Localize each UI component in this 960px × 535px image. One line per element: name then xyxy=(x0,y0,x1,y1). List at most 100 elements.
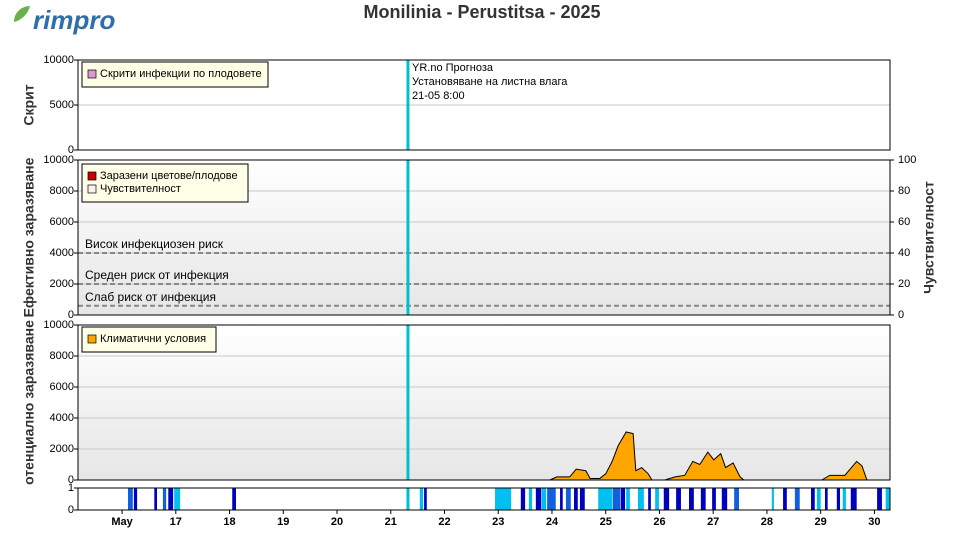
y2-tick-label: 40 xyxy=(898,247,910,259)
wetness-bar xyxy=(133,488,138,510)
legend-swatch xyxy=(87,171,97,181)
plot-border xyxy=(77,159,891,316)
x-tick-label: 19 xyxy=(277,516,289,528)
forecast-annotation: Установяване на листна влага xyxy=(412,76,568,88)
x-tick-label: May xyxy=(111,516,133,528)
legend-box xyxy=(81,61,269,88)
wetness-bar xyxy=(168,488,174,510)
x-tick-label: 26 xyxy=(653,516,665,528)
x-tick-label: 23 xyxy=(492,516,504,528)
y-tick-label: 4000 xyxy=(50,247,74,259)
wetness-bar xyxy=(824,488,828,510)
wetness-bar xyxy=(850,488,857,510)
area-fill xyxy=(549,431,867,480)
wetness-bar xyxy=(574,488,578,510)
wetness-bar xyxy=(612,488,621,510)
threshold-label: Слаб риск от инфекция xyxy=(85,290,216,304)
plot-border xyxy=(77,487,891,511)
forecast-annotation: YR.no Прогноза xyxy=(412,62,494,74)
wetness-bar xyxy=(836,488,841,510)
wetness-bar xyxy=(541,488,547,510)
wetness-bar xyxy=(547,488,556,510)
x-tick-label: 21 xyxy=(385,516,397,528)
wetness-bar xyxy=(520,488,526,510)
threshold-label: Среден риск от инфекция xyxy=(85,268,229,282)
legend-swatch xyxy=(87,334,97,344)
wetness-bar xyxy=(676,488,681,510)
logo: rimpro xyxy=(33,5,115,35)
forecast-annotation: 21-05 8:00 xyxy=(412,90,465,102)
y-tick-label: 0 xyxy=(68,474,74,486)
wetness-bar xyxy=(877,488,882,510)
y-tick-label: 0 xyxy=(68,144,74,156)
y-tick-label: 8000 xyxy=(50,350,74,362)
y-tick-label: 5000 xyxy=(50,99,74,111)
y-tick-label: 8000 xyxy=(50,185,74,197)
legend-label: Скрити инфекции по плодовете xyxy=(100,68,262,80)
x-tick-label: 17 xyxy=(170,516,182,528)
wetness-bar xyxy=(734,488,739,510)
wetness-bar xyxy=(655,488,659,510)
wetness-bar xyxy=(419,488,424,510)
y2-tick-label: 60 xyxy=(898,216,910,228)
x-tick-label: 22 xyxy=(438,516,450,528)
wetness-bar xyxy=(528,488,533,510)
y2-tick-label: 100 xyxy=(898,154,916,166)
y-tick-label: 0 xyxy=(68,309,74,321)
logo-leaf xyxy=(14,6,30,22)
y-tick-label: 0 xyxy=(68,504,74,516)
wetness-bar xyxy=(127,488,133,510)
y-tick-label: 6000 xyxy=(50,381,74,393)
wetness-bar xyxy=(598,488,613,510)
wetness-bar xyxy=(648,488,651,510)
wetness-bar xyxy=(663,488,670,510)
wetness-bar xyxy=(535,488,542,510)
y-tick-label: 10000 xyxy=(43,319,74,331)
wetness-bar xyxy=(174,488,181,510)
x-tick-label: 28 xyxy=(761,516,773,528)
legend-label: Климатични условия xyxy=(100,333,206,345)
y2-tick-label: 20 xyxy=(898,278,910,290)
wetness-bar xyxy=(794,488,800,510)
wetness-bar xyxy=(885,488,890,510)
y-axis-label: Ефективно заразяване xyxy=(21,157,37,317)
x-tick-label: 20 xyxy=(331,516,343,528)
legend-box xyxy=(81,163,249,203)
wetness-bar xyxy=(816,488,821,510)
y-tick-label: 2000 xyxy=(50,278,74,290)
wetness-bar xyxy=(637,488,644,510)
y2-tick-label: 0 xyxy=(898,309,904,321)
wetness-bar xyxy=(811,488,815,510)
legend-box xyxy=(81,326,217,353)
legend-swatch xyxy=(87,69,97,79)
x-tick-label: 24 xyxy=(546,516,559,528)
wetness-bar xyxy=(771,488,774,510)
x-tick-label: 18 xyxy=(223,516,235,528)
y-tick-label: 1 xyxy=(68,482,74,494)
legend-label: Чувствителност xyxy=(100,183,181,195)
legend-swatch xyxy=(87,184,97,194)
y-axis-label: Скрит xyxy=(21,84,37,125)
chart-title: Monilinia - Perustitsa - 2025 xyxy=(363,2,600,22)
wetness-bar xyxy=(783,488,787,510)
wetness-bar xyxy=(560,488,563,510)
y2-axis-label: Чувствителност xyxy=(921,181,937,294)
x-tick-label: 29 xyxy=(815,516,827,528)
y-tick-label: 10000 xyxy=(43,54,74,66)
plot-border xyxy=(77,324,891,481)
wetness-bar xyxy=(232,488,236,510)
y2-tick-label: 80 xyxy=(898,185,910,197)
wetness-bar xyxy=(689,488,694,510)
x-tick-label: 25 xyxy=(600,516,612,528)
wetness-bar xyxy=(424,488,427,510)
wetness-bar xyxy=(712,488,716,510)
wetness-bar xyxy=(700,488,706,510)
wetness-bar xyxy=(579,488,585,510)
wetness-bar xyxy=(162,488,167,510)
y-tick-label: 2000 xyxy=(50,443,74,455)
wetness-bar xyxy=(620,488,626,510)
legend-label: Заразени цветове/плодове xyxy=(100,170,238,182)
y-tick-label: 10000 xyxy=(43,154,74,166)
